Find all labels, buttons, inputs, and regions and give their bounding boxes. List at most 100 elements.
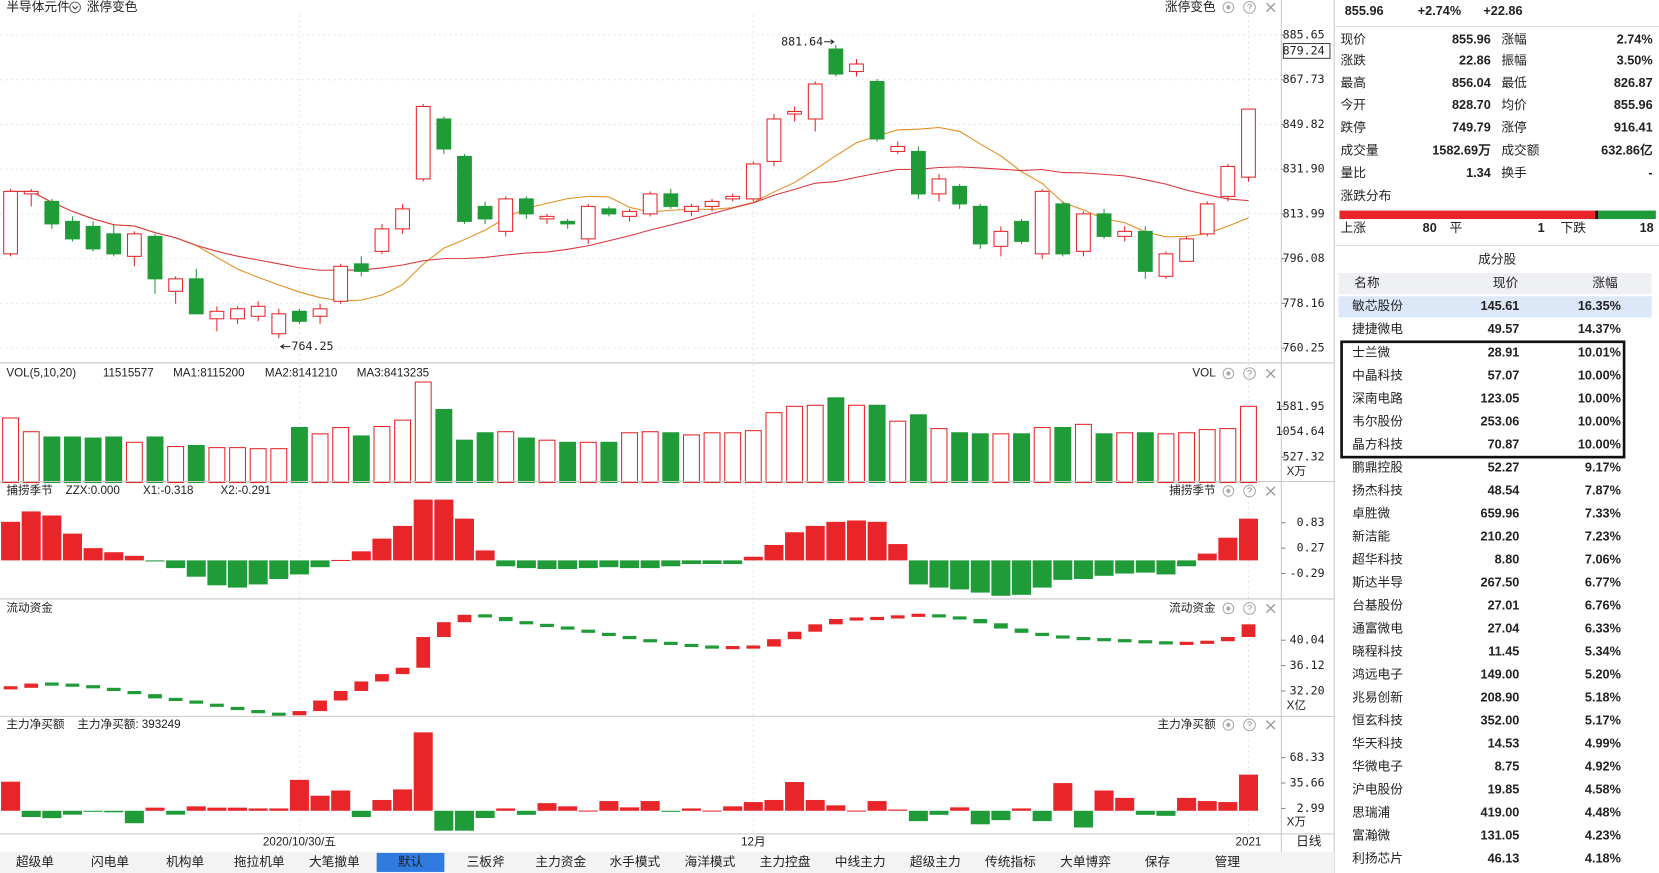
stock-price[interactable]: 131.05 xyxy=(1481,829,1520,843)
stock-price[interactable]: 352.00 xyxy=(1481,714,1520,728)
stock-price[interactable]: 49.57 xyxy=(1488,322,1520,336)
stock-price[interactable]: 419.00 xyxy=(1481,806,1520,820)
tab[interactable]: 机构单 xyxy=(166,855,204,869)
stock-name[interactable]: 晓程科技 xyxy=(1352,644,1403,658)
stock-change[interactable]: 10.00% xyxy=(1578,391,1621,405)
close-icon[interactable] xyxy=(1265,2,1276,13)
stock-price[interactable]: 149.00 xyxy=(1481,667,1520,681)
settings-icon[interactable] xyxy=(1222,485,1235,497)
tab[interactable]: 拖拉机单 xyxy=(234,855,285,869)
stock-name[interactable]: 沪电股份 xyxy=(1352,783,1403,797)
stock-price[interactable]: 123.05 xyxy=(1481,391,1520,405)
help-icon[interactable] xyxy=(1243,718,1256,732)
tab[interactable]: 超级单 xyxy=(16,855,54,869)
stock-price[interactable]: 70.87 xyxy=(1488,437,1520,451)
stock-change[interactable]: 5.17% xyxy=(1585,714,1621,728)
stock-change[interactable]: 4.92% xyxy=(1585,760,1621,774)
limit-color-option[interactable]: 涨停变色 xyxy=(87,0,138,14)
stock-price[interactable]: 11.45 xyxy=(1488,644,1519,658)
stock-name[interactable]: 华微电子 xyxy=(1352,760,1403,774)
stock-change[interactable]: 7.87% xyxy=(1585,483,1621,497)
stock-price[interactable]: 14.53 xyxy=(1488,737,1520,751)
tab[interactable]: 默认 xyxy=(398,854,424,869)
stock-change[interactable]: 4.23% xyxy=(1585,829,1621,843)
stock-change[interactable]: 7.23% xyxy=(1585,529,1621,543)
tab[interactable]: 中线主力 xyxy=(835,855,886,869)
stock-name[interactable]: 利扬芯片 xyxy=(1352,852,1403,866)
stock-price[interactable]: 210.20 xyxy=(1481,529,1520,543)
dropdown-icon[interactable] xyxy=(69,1,81,14)
stock-price[interactable]: 28.91 xyxy=(1488,345,1520,359)
stock-name[interactable]: 兆易创新 xyxy=(1352,689,1403,704)
settings-icon[interactable] xyxy=(1222,602,1235,615)
stock-price[interactable]: 46.13 xyxy=(1488,852,1520,866)
tab[interactable]: 大笔撤单 xyxy=(309,854,360,869)
stock-change[interactable]: 4.99% xyxy=(1585,737,1621,751)
close-icon[interactable] xyxy=(1265,720,1276,730)
help-icon[interactable] xyxy=(1243,367,1256,380)
settings-icon[interactable] xyxy=(1222,1,1235,14)
stock-price[interactable]: 208.90 xyxy=(1481,690,1520,704)
stock-change[interactable]: 6.76% xyxy=(1585,598,1621,612)
stock-change[interactable]: 4.48% xyxy=(1585,806,1621,820)
stock-price[interactable]: 267.50 xyxy=(1481,575,1520,589)
tab[interactable]: 超级主力 xyxy=(910,855,961,869)
tab[interactable]: 主力控盘 xyxy=(760,854,811,869)
tab[interactable]: 海洋模式 xyxy=(685,855,736,869)
tab[interactable]: 主力资金 xyxy=(535,854,586,869)
stock-change[interactable]: 4.18% xyxy=(1585,852,1621,866)
stock-price[interactable]: 52.27 xyxy=(1488,460,1520,474)
stock-change[interactable]: 14.37% xyxy=(1578,322,1621,336)
stock-price[interactable]: 19.85 xyxy=(1488,783,1520,797)
stock-price[interactable]: 8.75 xyxy=(1495,760,1520,774)
stock-name[interactable]: 通富微电 xyxy=(1352,620,1403,635)
help-icon[interactable] xyxy=(1243,1,1256,14)
stock-change[interactable]: 10.01% xyxy=(1578,345,1621,359)
stock-change[interactable]: 6.77% xyxy=(1585,575,1621,589)
close-icon[interactable] xyxy=(1265,603,1276,614)
stock-name[interactable]: 思瑞浦 xyxy=(1352,806,1390,820)
symbol-selector[interactable]: 半导体元件 xyxy=(6,0,70,14)
stock-price[interactable]: 48.54 xyxy=(1488,483,1520,497)
limit-color-option-right[interactable]: 涨停变色 xyxy=(1165,0,1216,14)
row-selected[interactable] xyxy=(1338,296,1652,318)
stock-change[interactable]: 16.35% xyxy=(1578,299,1621,313)
stock-price[interactable]: 145.61 xyxy=(1481,299,1520,313)
stock-price[interactable]: 27.04 xyxy=(1488,621,1520,635)
stock-change[interactable]: 5.20% xyxy=(1585,667,1621,681)
stock-name[interactable]: 富瀚微 xyxy=(1352,828,1390,843)
stock-price[interactable]: 253.06 xyxy=(1481,414,1520,428)
stock-name[interactable]: 扬杰科技 xyxy=(1352,483,1403,497)
stock-name[interactable]: 捷捷微电 xyxy=(1352,322,1403,336)
stock-change[interactable]: 7.33% xyxy=(1585,506,1621,520)
settings-icon[interactable] xyxy=(1222,367,1235,380)
stock-name[interactable]: 士兰微 xyxy=(1352,345,1390,359)
tab[interactable]: 大单博弈 xyxy=(1060,854,1111,869)
stock-name[interactable]: 斯达半导 xyxy=(1352,575,1403,589)
stock-name[interactable]: 恒玄科技 xyxy=(1352,714,1403,728)
stock-price[interactable]: 659.96 xyxy=(1481,506,1520,520)
tab[interactable]: 水手模式 xyxy=(609,855,660,869)
stock-name[interactable]: 晶方科技 xyxy=(1352,436,1403,451)
stock-change[interactable]: 4.58% xyxy=(1585,783,1621,797)
tab[interactable]: 三板斧 xyxy=(467,855,505,869)
tab[interactable]: 闪电单 xyxy=(91,855,129,869)
close-icon[interactable] xyxy=(1265,368,1276,379)
tab[interactable]: 传统指标 xyxy=(985,855,1036,869)
stock-change[interactable]: 6.33% xyxy=(1585,621,1621,635)
stock-name[interactable]: 中晶科技 xyxy=(1352,368,1403,382)
stock-change[interactable]: 9.17% xyxy=(1585,460,1621,474)
stock-name[interactable]: 卓胜微 xyxy=(1352,506,1390,520)
stock-change[interactable]: 5.18% xyxy=(1585,690,1621,704)
stock-change[interactable]: 7.06% xyxy=(1585,552,1621,566)
tab[interactable]: 保存 xyxy=(1145,855,1171,869)
help-icon[interactable] xyxy=(1243,602,1256,615)
stock-change[interactable]: 10.00% xyxy=(1578,368,1621,382)
period-label[interactable]: 日线 xyxy=(1296,835,1322,849)
stock-name[interactable]: 鸿远电子 xyxy=(1352,666,1403,681)
stock-name[interactable]: 鹏鼎控股 xyxy=(1352,460,1403,474)
stock-price[interactable]: 57.07 xyxy=(1488,368,1520,382)
close-icon[interactable] xyxy=(1265,486,1276,496)
stock-name[interactable]: 敏芯股份 xyxy=(1352,299,1403,313)
tab[interactable]: 管理 xyxy=(1215,855,1241,869)
